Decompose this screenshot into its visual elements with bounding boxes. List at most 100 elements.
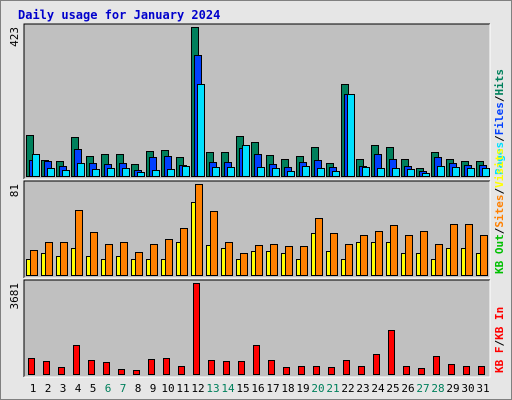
legend-entry-kb_in: KB In (493, 307, 506, 340)
bar-kb_in-day-29 (448, 364, 455, 375)
bar-pages-day-7 (122, 168, 130, 177)
bar-pages-day-4 (77, 163, 85, 177)
bar-sites-day-21 (330, 233, 338, 276)
panel-middle-border-dark (23, 180, 490, 278)
bar-kb_in-day-19 (298, 366, 305, 375)
bar-pages-day-1 (32, 154, 40, 177)
day-label-17: 17 (266, 382, 279, 395)
bar-pages-day-8 (137, 172, 145, 177)
bar-sites-day-6 (105, 244, 113, 276)
legend-entry-hits: Hits (493, 69, 506, 96)
bar-kb_in-day-9 (148, 359, 155, 375)
legend-entry-files: Files (493, 102, 506, 135)
bar-pages-day-30 (467, 168, 475, 177)
bar-kb_in-day-24 (373, 354, 380, 375)
day-label-8: 8 (135, 382, 142, 395)
bar-kb_in-day-27 (418, 368, 425, 375)
day-label-3: 3 (60, 382, 67, 395)
day-label-9: 9 (150, 382, 157, 395)
legend-entry-separator: / (493, 227, 506, 234)
bar-sites-day-19 (300, 246, 308, 276)
bar-pages-day-29 (452, 167, 460, 177)
series-pages (32, 84, 490, 177)
bar-kb_in-day-6 (103, 362, 110, 375)
bar-pages-day-14 (227, 167, 235, 177)
bar-pages-day-19 (302, 166, 310, 177)
bar-sites-day-12 (195, 184, 203, 276)
bar-sites-day-14 (225, 242, 233, 276)
bar-sites-day-4 (75, 210, 83, 276)
bar-kb_in-day-11 (178, 366, 185, 375)
bar-pages-day-21 (332, 171, 340, 177)
bar-kb_in-day-25 (388, 330, 395, 375)
bar-pages-day-13 (212, 167, 220, 177)
bar-kb_in-day-17 (268, 360, 275, 375)
series-sites (30, 184, 488, 276)
bar-sites-day-31 (480, 235, 488, 276)
day-label-28: 28 (431, 382, 444, 395)
series-kb_in (28, 283, 485, 375)
day-label-5: 5 (90, 382, 97, 395)
bar-sites-day-8 (135, 252, 143, 276)
day-label-23: 23 (356, 382, 369, 395)
day-label-6: 6 (105, 382, 112, 395)
bar-kb_in-day-16 (253, 345, 260, 375)
bar-pages-day-10 (167, 169, 175, 177)
day-label-2: 2 (45, 382, 52, 395)
bar-sites-day-5 (90, 232, 98, 276)
bar-sites-day-2 (45, 242, 53, 276)
bar-pages-day-26 (407, 169, 415, 177)
bar-pages-day-28 (437, 166, 445, 177)
bar-kb_in-day-3 (58, 367, 65, 375)
panel-bottom-legend: KB F/KB In (493, 307, 506, 373)
day-label-25: 25 (386, 382, 399, 395)
bar-sites-day-29 (450, 224, 458, 276)
day-label-19: 19 (296, 382, 309, 395)
panel-top-border-light (24, 24, 491, 180)
bar-pages-day-24 (377, 168, 385, 177)
day-label-20: 20 (311, 382, 324, 395)
day-label-24: 24 (371, 382, 385, 395)
bar-pages-day-31 (482, 168, 490, 177)
bar-sites-day-7 (120, 242, 128, 276)
bar-kb_in-day-5 (88, 360, 95, 375)
day-label-10: 10 (161, 382, 174, 395)
legend-entry-separator: / (493, 188, 506, 195)
bar-pages-day-17 (272, 168, 280, 177)
bar-sites-day-24 (375, 231, 383, 276)
bar-kb_in-day-22 (343, 360, 350, 375)
day-label-7: 7 (120, 382, 127, 395)
bar-kb_in-day-30 (463, 366, 470, 375)
bar-kb_in-day-20 (313, 366, 320, 375)
day-label-21: 21 (326, 382, 339, 395)
bar-pages-day-22 (347, 94, 355, 177)
bar-sites-day-28 (435, 244, 443, 276)
legend-entry-separator: / (493, 340, 506, 347)
bar-kb_in-day-28 (433, 356, 440, 375)
legend-entry-separator: / (493, 95, 506, 102)
legend-entry-kb_in: KB F (493, 347, 506, 374)
bar-sites-day-1 (30, 250, 38, 276)
bar-kb_in-day-18 (283, 367, 290, 375)
day-label-4: 4 (75, 382, 82, 395)
day-label-1: 1 (30, 382, 37, 395)
bar-pages-day-6 (107, 168, 115, 177)
day-label-14: 14 (221, 382, 235, 395)
panel-bottom: 3681 KB F/KB In (8, 279, 506, 378)
panel-middle-border-light (24, 181, 491, 279)
bar-sites-day-25 (390, 225, 398, 276)
bar-sites-day-18 (285, 246, 293, 276)
day-label-13: 13 (206, 382, 219, 395)
legend-entry-pages: Pages (493, 142, 506, 175)
bar-pages-day-16 (257, 167, 265, 177)
bar-sites-day-3 (60, 242, 68, 276)
bar-kb_in-day-23 (358, 366, 365, 375)
bar-kb_in-day-14 (223, 361, 230, 375)
legend-entry-sites: Sites (493, 195, 506, 228)
chart-title: Daily usage for January 2024 (18, 8, 220, 22)
panel-top-legend: Pages/Files/Hits (493, 69, 506, 175)
bar-kb_in-day-7 (118, 369, 125, 375)
